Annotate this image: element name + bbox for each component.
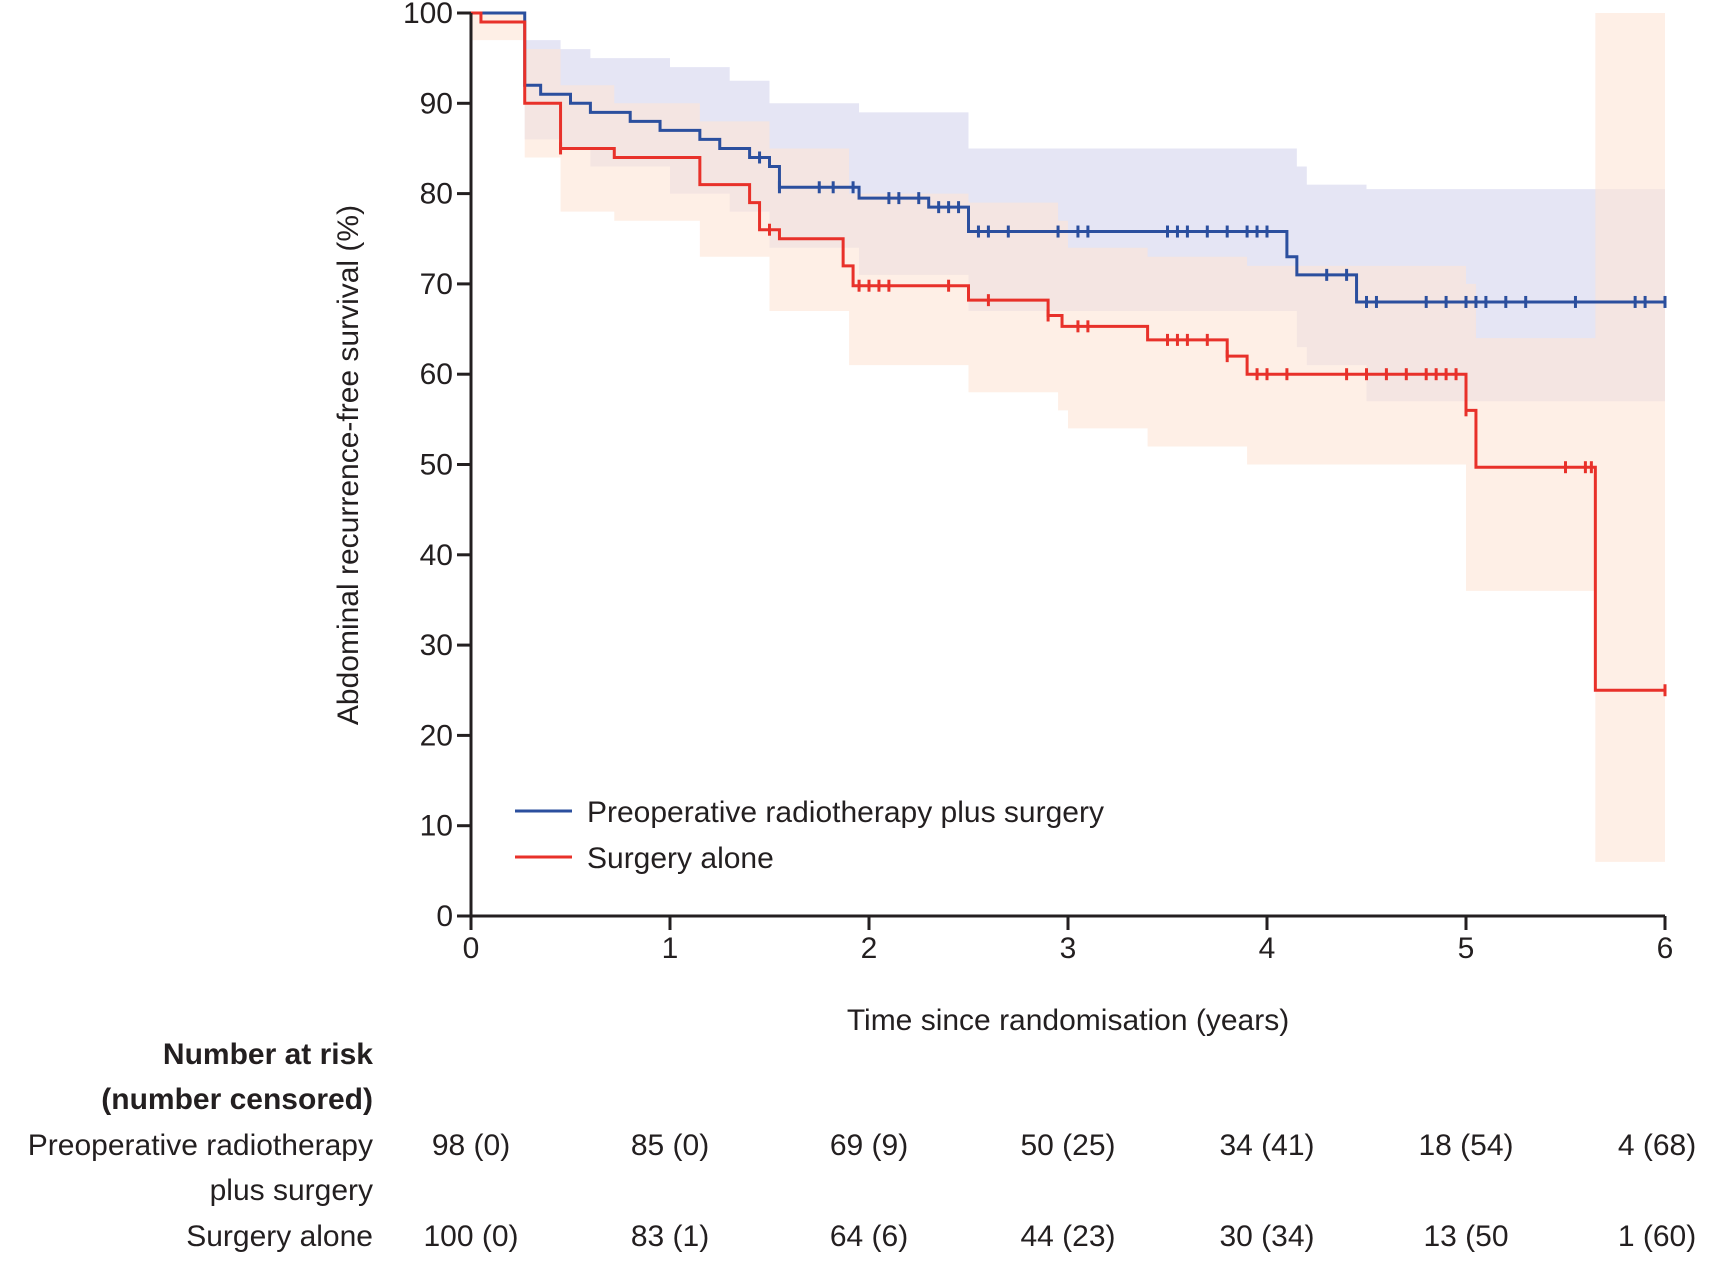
risk-value: 44 (23): [1020, 1220, 1115, 1253]
y-axis-label: Abdominal recurrence-free survival (%): [332, 205, 365, 725]
x-axis-label: Time since randomisation (years): [847, 1004, 1289, 1037]
risk-row-label-surgery: Surgery alone: [186, 1220, 373, 1253]
y-tick-label: 20: [420, 719, 453, 752]
risk-value: 1 (60): [1618, 1220, 1696, 1253]
risk-header: Number at risk: [163, 1038, 373, 1071]
x-tick-label: 2: [861, 932, 878, 965]
risk-header-sub: (number censored): [101, 1083, 373, 1116]
survival-curve-0: [471, 11, 1665, 304]
survival-curve-1: [471, 11, 1665, 692]
risk-row-label-preop: Preoperative radiotherapy: [28, 1129, 373, 1162]
risk-value: 18 (54): [1418, 1129, 1513, 1162]
x-tick-label: 3: [1060, 932, 1077, 965]
confidence-bands: [471, 13, 1665, 862]
survival-curves: [471, 11, 1667, 697]
y-tick-label: 50: [420, 449, 453, 482]
risk-value: 50 (25): [1020, 1129, 1115, 1162]
risk-value: 69 (9): [830, 1129, 908, 1162]
confidence-band-1: [471, 13, 1665, 862]
x-tick-label: 4: [1259, 932, 1276, 965]
risk-table: Number at risk (number censored) Preoper…: [28, 1038, 1696, 1253]
risk-value: 30 (34): [1219, 1220, 1314, 1253]
risk-value: 83 (1): [631, 1220, 709, 1253]
risk-row-label-preop-2: plus surgery: [210, 1174, 373, 1207]
y-tick-label: 90: [420, 87, 453, 120]
y-tick-label: 0: [436, 900, 453, 933]
x-tick-label: 5: [1458, 932, 1475, 965]
y-tick-label: 40: [420, 539, 453, 572]
y-tick-label: 60: [420, 358, 453, 391]
risk-value: 64 (6): [830, 1220, 908, 1253]
risk-value: 100 (0): [423, 1220, 518, 1253]
x-tick-label: 6: [1657, 932, 1674, 965]
y-tick-label: 30: [420, 629, 453, 662]
risk-value: 85 (0): [631, 1129, 709, 1162]
y-tick-label: 100: [403, 0, 453, 30]
risk-value: 98 (0): [432, 1129, 510, 1162]
risk-value: 13 (50: [1423, 1220, 1508, 1253]
x-tick-label: 0: [463, 932, 480, 965]
y-tick-label: 70: [420, 268, 453, 301]
legend-label-preop: Preoperative radiotherapy plus surgery: [587, 796, 1104, 829]
axes: 0 10 20 30 40 50 60 70 80 90 100 0 1 2 3 4 5 6: [403, 0, 1673, 965]
risk-value: 4 (68): [1618, 1129, 1696, 1162]
legend-label-surgery: Surgery alone: [587, 842, 774, 875]
legend: Preoperative radiotherapy plus surgery S…: [515, 796, 1104, 875]
x-tick-label: 1: [662, 932, 679, 965]
y-tick-label: 80: [420, 178, 453, 211]
risk-value: 34 (41): [1219, 1129, 1314, 1162]
y-tick-label: 10: [420, 810, 453, 843]
